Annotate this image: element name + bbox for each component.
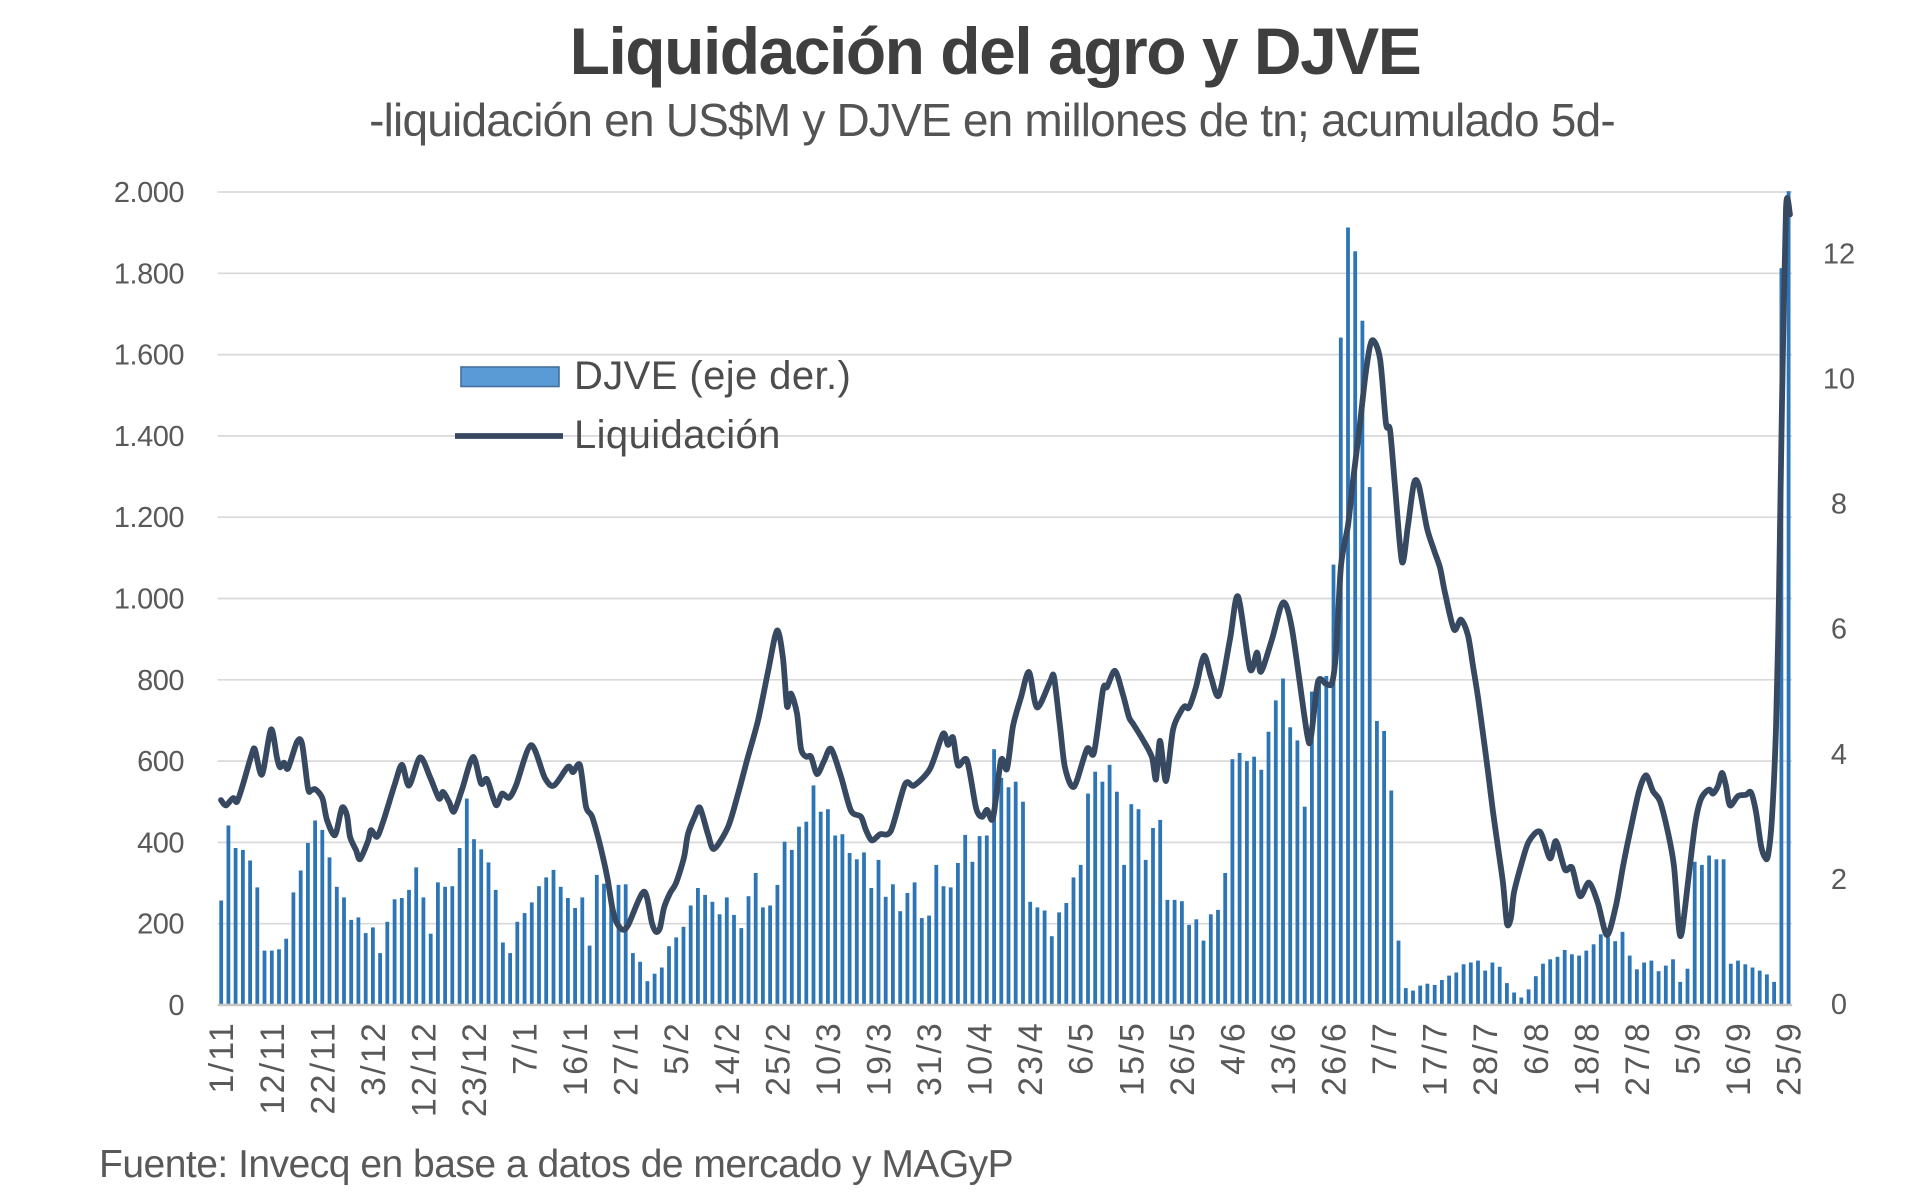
svg-text:8: 8 <box>1831 489 1847 521</box>
svg-text:10/3: 10/3 <box>810 1021 848 1096</box>
svg-text:14/2: 14/2 <box>709 1021 747 1096</box>
svg-text:17/7: 17/7 <box>1417 1021 1455 1096</box>
svg-text:27/1: 27/1 <box>608 1021 646 1096</box>
svg-text:1/11: 1/11 <box>203 1021 241 1093</box>
svg-text:1.800: 1.800 <box>114 258 184 290</box>
svg-text:200: 200 <box>137 909 184 941</box>
svg-text:12: 12 <box>1823 238 1855 270</box>
svg-text:2: 2 <box>1831 864 1847 896</box>
svg-text:1.200: 1.200 <box>114 502 184 534</box>
svg-text:10: 10 <box>1823 364 1855 396</box>
svg-text:16/9: 16/9 <box>1720 1021 1758 1096</box>
svg-text:0: 0 <box>168 990 184 1022</box>
svg-text:600: 600 <box>137 746 184 778</box>
svg-text:19/3: 19/3 <box>861 1021 899 1096</box>
svg-text:10/4: 10/4 <box>962 1021 1000 1096</box>
svg-text:4: 4 <box>1831 739 1847 771</box>
svg-text:15/5: 15/5 <box>1113 1021 1151 1096</box>
svg-text:6/5: 6/5 <box>1063 1021 1101 1075</box>
svg-text:22/11: 22/11 <box>304 1021 342 1115</box>
svg-text:Liquidación: Liquidación <box>574 413 781 457</box>
svg-text:18/8: 18/8 <box>1568 1021 1606 1096</box>
svg-text:12/11: 12/11 <box>254 1021 292 1115</box>
svg-text:23/12: 23/12 <box>456 1021 494 1117</box>
svg-text:26/5: 26/5 <box>1164 1021 1202 1096</box>
svg-text:25/9: 25/9 <box>1771 1021 1809 1096</box>
svg-text:5/2: 5/2 <box>658 1021 696 1075</box>
svg-text:27/8: 27/8 <box>1619 1021 1657 1096</box>
svg-text:7/1: 7/1 <box>507 1021 545 1075</box>
svg-text:6: 6 <box>1831 614 1847 646</box>
svg-text:800: 800 <box>137 665 184 697</box>
svg-text:1.600: 1.600 <box>114 340 184 372</box>
svg-text:25/2: 25/2 <box>759 1021 797 1096</box>
svg-text:23/4: 23/4 <box>1012 1021 1050 1096</box>
svg-text:0: 0 <box>1831 989 1847 1021</box>
svg-text:7/7: 7/7 <box>1366 1021 1404 1075</box>
svg-text:16/1: 16/1 <box>557 1021 595 1096</box>
svg-text:5/9: 5/9 <box>1670 1021 1708 1075</box>
svg-text:4/6: 4/6 <box>1214 1021 1252 1075</box>
svg-text:26/6: 26/6 <box>1316 1021 1354 1096</box>
svg-text:13/6: 13/6 <box>1265 1021 1303 1096</box>
svg-text:DJVE (eje der.): DJVE (eje der.) <box>574 354 851 398</box>
svg-text:12/12: 12/12 <box>405 1021 443 1117</box>
svg-text:400: 400 <box>137 827 184 859</box>
svg-text:6/8: 6/8 <box>1518 1021 1556 1075</box>
svg-text:2.000: 2.000 <box>114 177 184 209</box>
svg-text:3/12: 3/12 <box>355 1021 393 1096</box>
svg-text:1.400: 1.400 <box>114 421 184 453</box>
svg-text:28/7: 28/7 <box>1467 1021 1505 1096</box>
svg-text:31/3: 31/3 <box>911 1021 949 1096</box>
svg-text:1.000: 1.000 <box>114 584 184 616</box>
